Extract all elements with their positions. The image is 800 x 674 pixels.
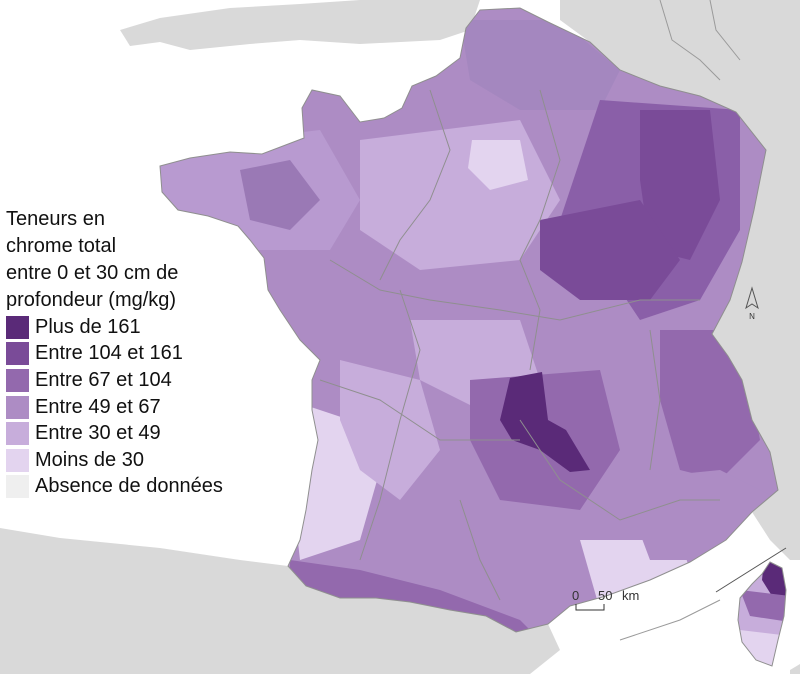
legend-label: Entre 67 et 104 <box>35 368 172 391</box>
legend-swatch <box>6 475 29 499</box>
neighbour-land-sardinia <box>790 664 800 674</box>
legend-swatch <box>6 448 29 472</box>
legend-swatch <box>6 395 29 419</box>
legend-title-line: Teneurs en <box>6 208 105 230</box>
legend-label: Entre 30 et 49 <box>35 422 161 445</box>
legend-swatch <box>6 342 29 366</box>
zone-paris-light <box>468 140 528 190</box>
legend-classes: Plus de 161 Entre 104 et 161 Entre 67 et 1… <box>6 314 306 500</box>
legend-item: Entre 30 et 49 <box>6 420 306 447</box>
country-borders <box>619 0 741 641</box>
legend-swatch <box>6 422 29 446</box>
legend-swatch <box>6 368 29 392</box>
legend-label: Entre 49 et 67 <box>35 395 161 418</box>
corsica-north-mid <box>740 590 786 622</box>
legend-item: Entre 104 et 161 <box>6 341 306 368</box>
neighbour-land-italy <box>752 490 800 560</box>
zone-brittany-dark <box>240 160 320 230</box>
corsica-inset <box>738 562 786 666</box>
zone-burgundy <box>540 200 680 300</box>
north-label: N <box>749 312 755 321</box>
legend-item: Plus de 161 <box>6 314 306 341</box>
scale-end-label: 50 <box>598 588 612 603</box>
scale-start-label: 0 <box>572 588 579 603</box>
scale-bar: 0 50 km <box>572 588 639 611</box>
legend-label: Moins de 30 <box>35 448 144 471</box>
neighbour-land-spain <box>0 528 560 674</box>
map-legend: Teneurs en chrome total entre 0 et 30 cm… <box>6 206 306 500</box>
zone-massif-dark <box>500 372 590 472</box>
legend-title-line: profondeur (mg/kg) <box>6 289 177 311</box>
zone-north <box>460 20 620 110</box>
france-outline <box>159 7 779 633</box>
legend-title-line: chrome total <box>6 235 117 257</box>
zone-lorraine-dark <box>640 110 720 260</box>
legend-item: Entre 49 et 67 <box>6 394 306 421</box>
legend-title: Teneurs en chrome total entre 0 et 30 cm… <box>6 206 306 314</box>
legend-label: Absence de données <box>35 475 223 498</box>
scale-unit-label: km <box>622 588 639 603</box>
neighbour-land-east <box>560 0 800 540</box>
scale-bar-line <box>575 604 605 611</box>
corsica-outline <box>737 561 787 667</box>
legend-item: Entre 67 et 104 <box>6 367 306 394</box>
north-arrow: N <box>745 286 759 321</box>
legend-item: Absence de données <box>6 474 306 501</box>
legend-label: Plus de 161 <box>35 315 141 338</box>
neighbour-land-uk <box>0 0 480 50</box>
legend-item: Moins de 30 <box>6 447 306 474</box>
legend-label: Entre 104 et 161 <box>35 342 183 365</box>
legend-swatch <box>6 315 29 339</box>
corsica-south-light <box>740 630 786 666</box>
legend-title-line: entre 0 et 30 cm de <box>6 262 179 284</box>
inset-separator <box>715 547 787 593</box>
region-borders <box>319 89 720 601</box>
north-arrow-icon <box>745 286 759 310</box>
